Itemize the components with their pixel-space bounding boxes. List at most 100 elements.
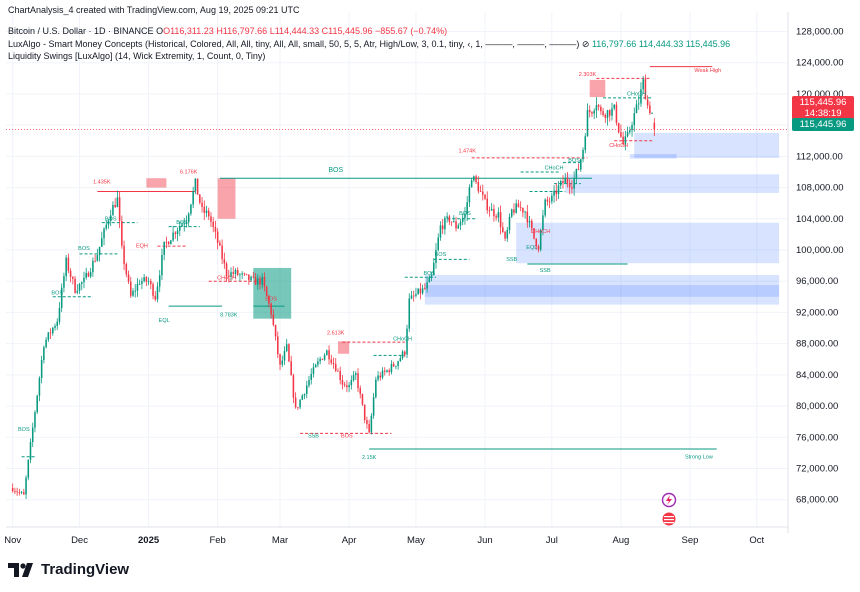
candle-up — [564, 177, 566, 183]
candle-up — [63, 276, 65, 288]
candle-down — [477, 181, 480, 192]
candle-up — [559, 180, 562, 186]
candle-down — [94, 260, 96, 262]
candle-down — [597, 105, 600, 107]
candle-up — [464, 213, 466, 218]
candle-up — [473, 176, 475, 181]
symbol-legend: Bitcoin / U.S. Dollar · 1D · BINANCE OO1… — [8, 26, 448, 36]
candle-down — [225, 263, 228, 277]
candle-up — [355, 373, 357, 376]
candle-up — [539, 230, 542, 250]
indicator-value-2: 114,444.33 — [638, 39, 684, 49]
chart-grid — [6, 12, 789, 533]
candle-up — [397, 361, 399, 366]
y-tick-label: 112,000.00 — [796, 151, 843, 162]
supply-zone — [337, 341, 350, 354]
candle-up — [553, 190, 555, 196]
candle-down — [653, 122, 656, 130]
candle-up — [205, 210, 208, 213]
candle-up — [38, 378, 41, 396]
candle-down — [259, 278, 261, 285]
fvg-zone — [629, 154, 677, 159]
fvg-zone — [516, 222, 780, 264]
candle-down — [152, 284, 154, 296]
x-tick-label: Aug — [612, 535, 629, 546]
candle-up — [352, 375, 355, 381]
candle-up — [415, 294, 417, 296]
annotation-label: EQH — [136, 244, 148, 250]
candle-up — [43, 347, 45, 361]
candle-down — [341, 380, 344, 385]
candle-up — [410, 295, 413, 299]
y-tick-label: 96,000.00 — [796, 276, 838, 287]
candle-up — [629, 130, 631, 133]
candle-down — [419, 288, 422, 294]
candle-down — [604, 115, 607, 118]
close-value: C115,445.96 — [321, 26, 373, 36]
fvg-zone — [634, 132, 780, 158]
candle-up — [256, 278, 259, 285]
change-value: −855.67 (−0.74%) — [375, 26, 448, 36]
x-tick-label: Mar — [272, 535, 288, 546]
candle-down — [245, 273, 248, 275]
candle-down — [252, 276, 255, 278]
candle-up — [65, 257, 67, 277]
tradingview-logo[interactable]: TradingView — [8, 561, 129, 578]
candle-up — [613, 104, 616, 109]
candle-down — [577, 168, 580, 170]
candle-down — [272, 314, 275, 325]
candle-down — [18, 492, 21, 494]
candle-down — [223, 259, 226, 264]
indicator-liquidity-legend[interactable]: Liquidity Swings [LuxAlgo] (14, Wick Ext… — [8, 51, 266, 61]
candle-down — [622, 136, 624, 145]
candle-up — [314, 364, 317, 368]
candle-down — [339, 371, 341, 381]
annotation-label: BOS — [105, 216, 117, 222]
candle-up — [593, 110, 595, 114]
candle-up — [158, 275, 161, 287]
candle-down — [129, 281, 132, 296]
candle-down — [412, 295, 415, 297]
candle-up — [437, 237, 439, 251]
candle-up — [261, 277, 263, 285]
candle-up — [308, 379, 310, 386]
candle-down — [265, 286, 268, 296]
candle-up — [105, 224, 108, 229]
candle-up — [143, 277, 145, 282]
candle-down — [321, 358, 324, 360]
x-tick-label: Dec — [71, 535, 88, 546]
annotation-label: BOS — [176, 220, 188, 226]
candle-down — [332, 362, 335, 364]
lightning-icon[interactable] — [661, 492, 677, 508]
eye-icon[interactable]: ⊘ — [581, 39, 592, 49]
candle-down — [591, 112, 593, 114]
annotation-label: BOS — [341, 433, 353, 439]
candle-down — [167, 242, 170, 245]
symbol-name[interactable]: Bitcoin / U.S. Dollar · 1D · BINANCE — [8, 26, 154, 36]
high-value: H116,797.66 — [216, 26, 268, 36]
candle-up — [116, 197, 119, 208]
candle-up — [52, 327, 54, 334]
y-tick-label: 84,000.00 — [796, 370, 838, 381]
candle-up — [637, 103, 640, 105]
indicator-smc-legend[interactable]: LuxAlgo - Smart Money Concepts (Historic… — [8, 39, 730, 50]
candle-down — [145, 277, 148, 282]
candle-up — [381, 370, 384, 378]
candle-down — [123, 245, 125, 265]
candle-down — [212, 221, 214, 227]
fvg-zone — [565, 174, 780, 194]
x-tick-label: Jun — [477, 535, 492, 546]
candle-up — [29, 442, 32, 460]
candle-down — [495, 216, 497, 218]
y-tick-label: 68,000.00 — [796, 495, 838, 506]
annotation-label: SSB — [506, 257, 517, 263]
candle-down — [228, 276, 230, 277]
candle-up — [631, 125, 633, 131]
demand-zone — [253, 267, 292, 319]
candle-down — [388, 370, 390, 373]
candle-up — [606, 110, 609, 118]
candle-down — [366, 419, 368, 425]
candle-up — [595, 105, 598, 111]
candle-up — [432, 262, 435, 276]
